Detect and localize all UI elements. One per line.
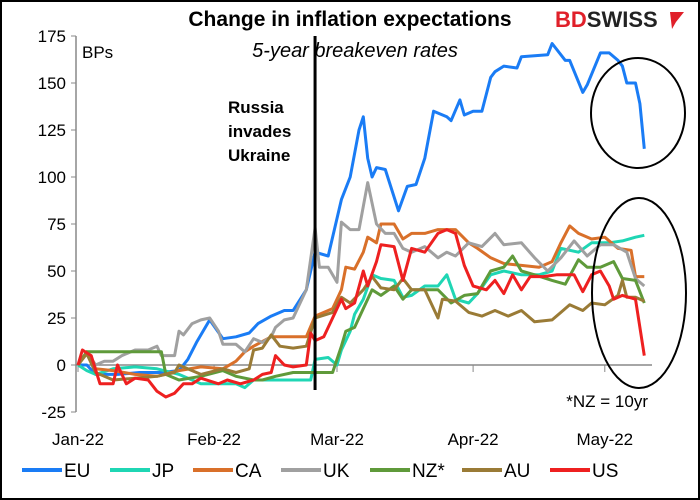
highlight-ellipse-eu — [590, 57, 686, 169]
y-tick-label: 175 — [38, 27, 66, 46]
event-label-line-1: Russia — [228, 98, 284, 117]
y-tick-label: 100 — [38, 168, 66, 187]
legend-item-eu: EU — [22, 461, 90, 482]
y-tick-label: 150 — [38, 74, 66, 93]
chart-subtitle: 5-year breakeven rates — [252, 40, 458, 62]
axes: -25 0 25 50 75 100 125 150 175 Jan-22 Feb-22 Mar-22… — [38, 27, 652, 449]
legend-item-nz: NZ* — [370, 461, 445, 482]
brand-logo-text: BDSWISS — [555, 7, 658, 32]
legend-label: US — [592, 461, 618, 482]
series-line-ca — [76, 222, 645, 378]
highlight-ellipse-others — [591, 197, 687, 389]
footnote: *NZ = 10yr — [566, 392, 648, 411]
legend-label: AU — [504, 461, 530, 482]
y-tick-label: 25 — [47, 309, 66, 328]
legend-label: NZ* — [412, 461, 445, 482]
legend-label: JP — [152, 461, 174, 482]
series-line-uk — [76, 181, 646, 367]
x-tick-label: Feb-22 — [187, 430, 241, 449]
y-axis-label: BPs — [82, 43, 113, 62]
x-tick-label: Apr-22 — [448, 430, 499, 449]
legend: EU JP CA UK NZ* AU US — [22, 461, 618, 482]
legend-label: UK — [323, 461, 350, 482]
y-tick-label: -25 — [41, 403, 66, 422]
legend-item-us: US — [550, 461, 618, 482]
y-tick-label: 125 — [38, 121, 66, 140]
legend-item-au: AU — [462, 461, 530, 482]
legend-item-ca: CA — [193, 461, 262, 482]
legend-item-uk: UK — [281, 461, 350, 482]
series-line-eu — [78, 42, 646, 376]
x-tick-label: May-22 — [576, 430, 633, 449]
x-tick-label: Mar-22 — [310, 430, 364, 449]
event-label-line-2: invades — [228, 122, 291, 141]
y-tick-label: 75 — [47, 215, 66, 234]
x-tick-label: Jan-22 — [52, 430, 104, 449]
series-lines — [76, 42, 646, 399]
y-tick-label: 50 — [47, 262, 66, 281]
legend-label: EU — [64, 461, 90, 482]
series-line-us — [76, 228, 646, 399]
y-tick-label: 0 — [57, 356, 66, 375]
legend-label: CA — [235, 461, 262, 482]
series-line-nz — [76, 254, 646, 382]
legend-item-jp: JP — [110, 461, 174, 482]
chart-title: Change in inflation expectations — [188, 8, 511, 31]
series-line-au — [76, 275, 645, 382]
brand-flag-icon — [670, 12, 684, 29]
brand-logo: BDSWISS — [555, 7, 684, 32]
event-label-line-3: Ukraine — [228, 146, 290, 165]
